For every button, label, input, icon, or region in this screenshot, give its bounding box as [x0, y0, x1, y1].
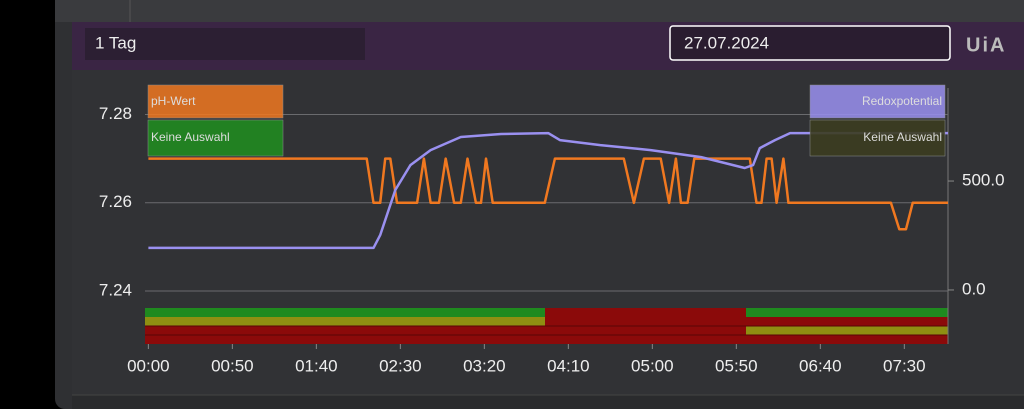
y-tick-label: 7.28 — [99, 104, 132, 123]
x-tick-label: 04:10 — [547, 356, 590, 375]
status-segment — [746, 326, 948, 335]
status-segment — [746, 317, 948, 326]
bottom-bar — [72, 395, 1024, 409]
x-tick-label: 05:50 — [715, 356, 758, 375]
status-segment — [746, 335, 948, 344]
top-bar — [55, 0, 1024, 22]
x-tick-label: 00:50 — [211, 356, 254, 375]
legend-label: Redoxpotential — [862, 94, 942, 108]
legend-entry — [147, 84, 284, 119]
y2-tick-label: 0.0 — [962, 279, 986, 298]
x-tick-label: 02:30 — [379, 356, 422, 375]
legend-selection-label: Keine Auswahl — [863, 130, 942, 144]
series-line — [148, 131, 948, 250]
chart-area — [72, 70, 1024, 395]
date-input[interactable] — [669, 25, 951, 61]
legend-selection-label: Keine Auswahl — [151, 130, 230, 144]
x-tick-label: 07:30 — [883, 356, 926, 375]
x-tick-label: 06:40 — [799, 356, 842, 375]
range-select[interactable] — [85, 28, 365, 60]
status-segment — [145, 308, 545, 317]
logo: UiA — [966, 34, 1006, 56]
status-bars — [145, 308, 948, 344]
y2-tick-label: 500.0 — [962, 171, 1005, 190]
status-segment — [746, 308, 948, 317]
y-tick-label: 7.26 — [99, 192, 132, 211]
legend-selection — [147, 119, 284, 157]
legend-selection — [809, 119, 946, 157]
date-text: 27.07.2024 — [684, 33, 769, 52]
plot: 7.28 7.26 7.24 500.0 0.0 00:00 00:50 01:40 02:30… — [99, 84, 1005, 375]
x-tick-label: 00:00 — [127, 356, 170, 375]
x-tick-label: 03:20 — [463, 356, 506, 375]
legend-entry — [809, 84, 946, 119]
range-text: 1 Tag — [95, 33, 136, 52]
legend-label: pH-Wert — [151, 94, 196, 108]
series-line — [148, 157, 948, 231]
x-tick-label: 05:00 — [631, 356, 674, 375]
x-tick-label: 01:40 — [295, 356, 338, 375]
status-segment — [145, 317, 545, 326]
y-tick-label: 7.24 — [99, 281, 132, 300]
